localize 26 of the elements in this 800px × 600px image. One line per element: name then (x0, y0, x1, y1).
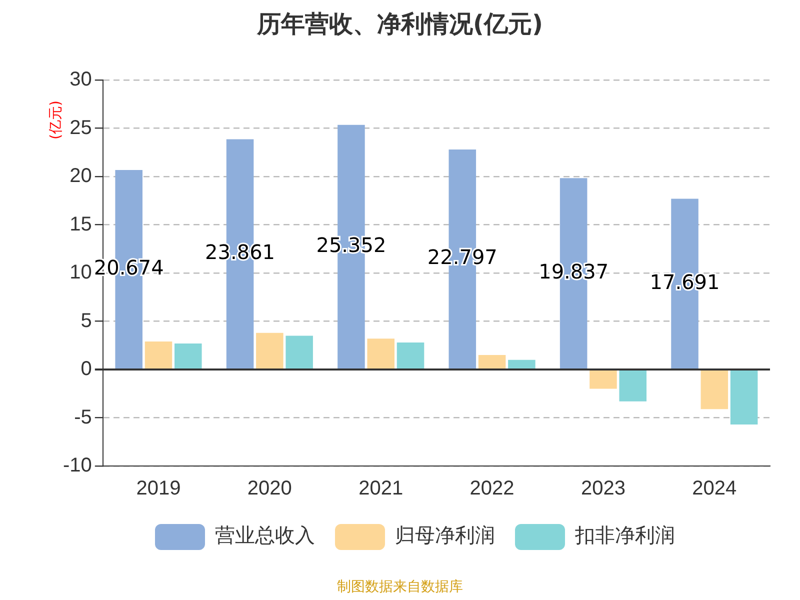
data-label: 19.837 (538, 259, 609, 284)
y-tick-label: 25 (70, 116, 92, 139)
y-tick-label: 10 (70, 262, 92, 284)
y-tick-label: -10 (63, 454, 92, 477)
y-tick-label: 5 (80, 310, 92, 332)
text: 制图数据来自数据库 (336, 578, 464, 596)
legend-label: 归母净利润 (395, 523, 495, 548)
chart-title: 历年营收、净利情况(亿元) (256, 9, 544, 40)
y-tick-label: 20 (70, 165, 92, 188)
data-label: 23.861 (205, 240, 276, 264)
y-tick-label: 30 (70, 68, 92, 91)
legend-label: 扣非净利润 (574, 523, 675, 548)
legend-label: 营业总收入 (215, 523, 315, 548)
x-tick-label: 2020 (247, 478, 292, 500)
x-tick-label: 2022 (470, 478, 514, 500)
data-label: 17.691 (650, 270, 720, 294)
data-label: 22.797 (427, 245, 498, 270)
x-tick-label: 2023 (580, 478, 626, 500)
y-tick-label: 15 (70, 213, 92, 236)
y-tick-label: -5 (74, 406, 92, 428)
x-tick-label: 2019 (136, 478, 181, 500)
y-tick-label: 0 (80, 358, 92, 380)
data-label: 25.352 (316, 232, 386, 257)
y-axis-title: (亿元) (47, 100, 65, 140)
x-tick-label: 2024 (692, 478, 737, 500)
x-tick-label: 2021 (358, 478, 404, 500)
